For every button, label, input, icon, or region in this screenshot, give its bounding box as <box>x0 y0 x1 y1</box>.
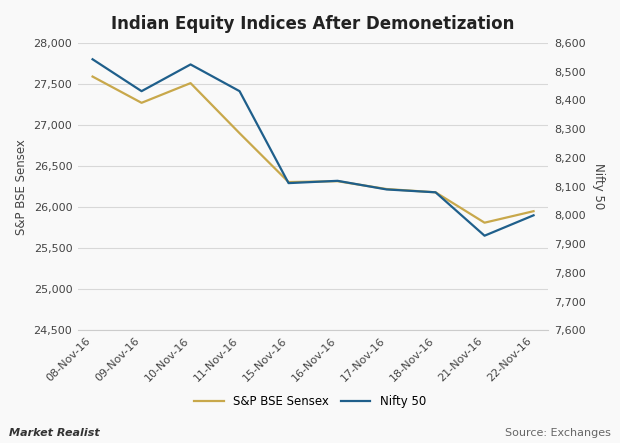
S&P BSE Sensex <box>285 179 292 185</box>
Nifty 50 <box>432 190 440 195</box>
Nifty 50 <box>481 233 489 238</box>
S&P BSE Sensex <box>383 187 390 192</box>
S&P BSE Sensex <box>530 209 538 214</box>
Line: S&P BSE Sensex: S&P BSE Sensex <box>92 77 534 223</box>
Nifty 50 <box>89 57 96 62</box>
S&P BSE Sensex <box>187 81 194 86</box>
S&P BSE Sensex <box>334 179 341 184</box>
S&P BSE Sensex <box>236 131 243 136</box>
S&P BSE Sensex <box>138 100 145 105</box>
Text: Source: Exchanges: Source: Exchanges <box>505 427 611 438</box>
Nifty 50 <box>187 62 194 67</box>
Legend: S&P BSE Sensex, Nifty 50: S&P BSE Sensex, Nifty 50 <box>189 390 431 413</box>
Nifty 50 <box>285 180 292 186</box>
Line: Nifty 50: Nifty 50 <box>92 59 534 236</box>
S&P BSE Sensex <box>89 74 96 79</box>
Nifty 50 <box>236 89 243 94</box>
S&P BSE Sensex <box>432 190 440 195</box>
Nifty 50 <box>334 178 341 183</box>
Y-axis label: Nifty 50: Nifty 50 <box>592 163 605 210</box>
Nifty 50 <box>530 213 538 218</box>
Title: Indian Equity Indices After Demonetization: Indian Equity Indices After Demonetizati… <box>112 15 515 33</box>
Nifty 50 <box>383 187 390 192</box>
S&P BSE Sensex <box>481 220 489 225</box>
Text: Market Realist: Market Realist <box>9 427 100 438</box>
Nifty 50 <box>138 89 145 94</box>
Y-axis label: S&P BSE Sensex: S&P BSE Sensex <box>15 139 28 234</box>
